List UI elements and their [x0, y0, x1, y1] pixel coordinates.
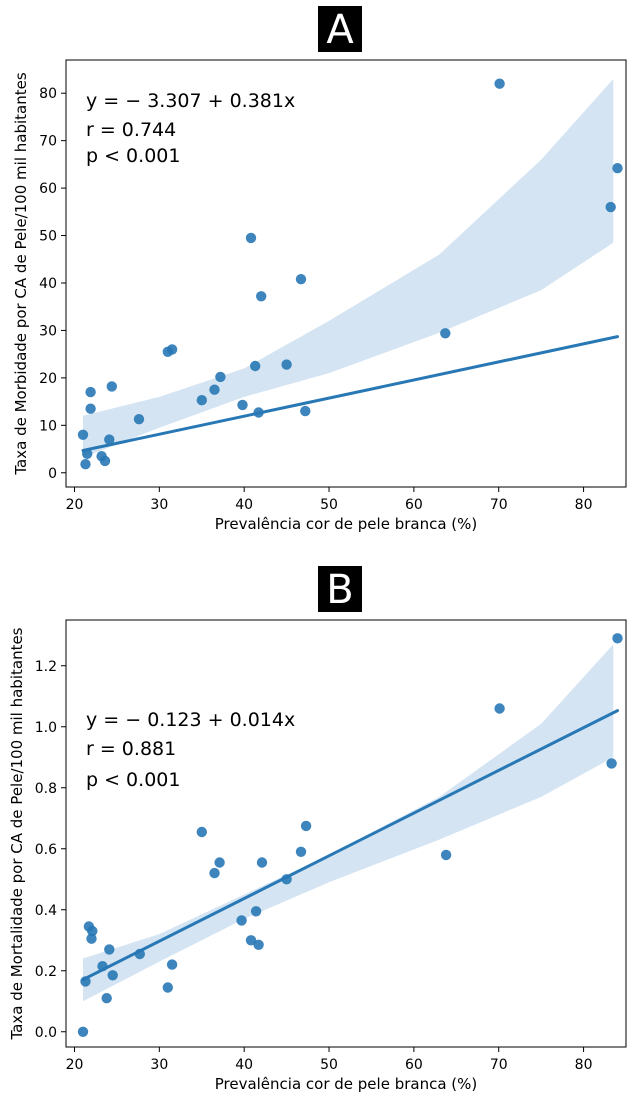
- data-point-24: [440, 849, 452, 861]
- y-tick-label: 40: [39, 276, 57, 292]
- data-point-12: [166, 959, 178, 970]
- plot-frame: [65, 59, 627, 488]
- y-axis-label: Taxa de Mortalidade por CA de Pele/100 m…: [8, 627, 26, 1040]
- data-point-27: [612, 633, 623, 644]
- x-tick-label: 70: [490, 1057, 508, 1073]
- data-point-7: [101, 993, 112, 1004]
- data-point-26: [606, 758, 617, 769]
- data-point-16: [236, 915, 247, 926]
- data-point-10: [133, 414, 145, 425]
- chart-panel-b: B 20 30 40 50 60 70 80 0.0 0.2 0.4 0.6 0.8 1.0 1.2 Prev…: [8, 566, 627, 1093]
- data-point-9: [107, 970, 118, 981]
- regression-line: [81, 335, 619, 452]
- confidence-band: [83, 644, 614, 1002]
- panel-label-background: [318, 6, 362, 52]
- chart-panel-a: A 20 30 40 50 60 70 80 0 10 20 30 40 50 60 70 80 Prevalên…: [12, 6, 627, 533]
- x-axis-label: Prevalência cor de pele branca (%): [215, 1075, 478, 1093]
- panel-label-background: [318, 566, 362, 612]
- y-tick-label: 50: [39, 229, 57, 245]
- data-point-7: [99, 455, 111, 467]
- data-point-8: [104, 944, 115, 955]
- y-tick-label: 1.2: [35, 659, 57, 675]
- stats-annotation-line-3: p < 0.001: [86, 145, 180, 167]
- y-tick-label: 60: [39, 181, 57, 197]
- data-point-20: [256, 291, 267, 302]
- data-point-4: [85, 386, 96, 398]
- data-point-11: [162, 982, 173, 993]
- x-tick-label: 40: [235, 1057, 253, 1073]
- x-tick-label: 40: [235, 497, 253, 513]
- data-point-14: [209, 384, 220, 395]
- x-tick-label: 80: [575, 497, 593, 513]
- data-point-24: [440, 328, 451, 339]
- x-tick-label: 50: [320, 1057, 338, 1073]
- x-tick-label: 50: [320, 497, 338, 513]
- y-tick-label: 20: [39, 371, 57, 387]
- panel-label-text: A: [326, 7, 354, 53]
- y-tick-label: 0.4: [35, 903, 57, 919]
- data-point-16: [237, 399, 248, 411]
- data-point-21: [281, 359, 292, 370]
- y-tick-label: 0.8: [35, 781, 57, 797]
- y-tick-label: 0: [48, 466, 57, 482]
- data-point-17: [245, 935, 257, 946]
- y-tick-label: 1.0: [35, 720, 57, 736]
- data-point-12: [166, 344, 178, 355]
- data-point-13: [196, 395, 207, 406]
- x-tick-label: 30: [150, 1057, 168, 1073]
- regression-line: [81, 709, 619, 982]
- data-point-23: [300, 405, 311, 417]
- x-tick-label: 20: [66, 1057, 84, 1073]
- y-tick-label: 70: [39, 134, 57, 150]
- data-point-8: [104, 434, 115, 445]
- data-point-15: [215, 371, 226, 383]
- data-point-26: [605, 201, 616, 213]
- data-point-5: [85, 403, 96, 414]
- data-point-17: [245, 232, 257, 244]
- data-point-13: [196, 826, 207, 838]
- panel-label-a: A: [318, 6, 362, 53]
- y-axis-label: Taxa de Morbidade por CA de Pele/100 mil…: [12, 72, 30, 475]
- panel-label-b: B: [318, 566, 362, 613]
- plot-frame: [65, 619, 627, 1048]
- x-tick-label: 60: [405, 497, 423, 513]
- data-point-22: [295, 274, 307, 285]
- panel-label-text: B: [326, 567, 353, 613]
- data-point-23: [300, 820, 312, 832]
- data-point-14: [209, 867, 220, 879]
- stats-annotation-line-2: r = 0.744: [86, 119, 176, 141]
- data-point-27: [612, 163, 623, 174]
- data-point-20: [256, 857, 268, 868]
- data-point-15: [214, 857, 225, 868]
- data-point-18: [250, 360, 261, 372]
- x-tick-label: 80: [575, 1057, 593, 1073]
- y-tick-label: 0.2: [35, 964, 57, 980]
- x-tick-label: 20: [66, 497, 84, 513]
- data-point-9: [106, 381, 118, 392]
- data-point-1: [77, 1026, 89, 1038]
- stats-annotation-line-1: y = − 0.123 + 0.014x: [86, 709, 295, 731]
- data-point-19: [253, 939, 264, 950]
- data-point-1: [77, 429, 89, 440]
- y-tick-label: 10: [39, 418, 57, 434]
- y-tick-label: 80: [39, 86, 57, 102]
- x-axis-label: Prevalência cor de pele branca (%): [215, 515, 478, 533]
- x-tick-label: 30: [150, 497, 168, 513]
- data-point-25: [494, 78, 505, 89]
- x-tick-label: 60: [405, 1057, 423, 1073]
- x-tick-label: 70: [490, 497, 508, 513]
- data-point-25: [494, 703, 505, 714]
- data-point-22: [295, 846, 307, 857]
- data-point-2: [80, 459, 91, 470]
- data-point-18: [250, 906, 262, 917]
- data-point-4: [86, 933, 97, 944]
- stats-annotation-line-3: p < 0.001: [86, 769, 180, 791]
- y-tick-label: 30: [39, 323, 57, 339]
- y-tick-label: 0.0: [35, 1025, 57, 1041]
- stats-annotation-line-1: y = − 3.307 + 0.381x: [86, 90, 295, 112]
- stats-annotation-line-2: r = 0.881: [86, 738, 176, 760]
- y-tick-label: 0.6: [35, 842, 57, 858]
- data-point-5: [87, 925, 98, 937]
